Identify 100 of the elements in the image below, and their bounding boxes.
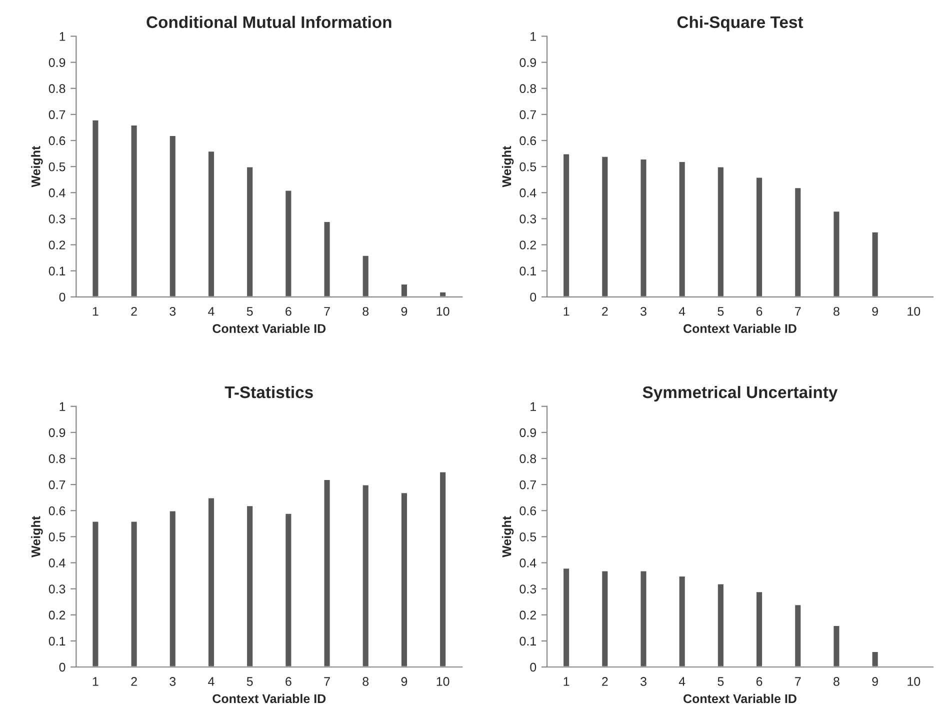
bar xyxy=(361,254,370,297)
x-tick-label: 7 xyxy=(795,307,801,316)
x-tick-label: 9 xyxy=(872,306,878,316)
y-tick-label: 0.4 xyxy=(520,188,536,198)
y-tick-label: 0.8 xyxy=(520,84,536,94)
y-tick-label: 0.5 xyxy=(48,532,66,542)
y-tick-label: 0.1 xyxy=(48,266,66,276)
x-axis-title: Context Variable ID xyxy=(212,694,326,704)
x-tick-label: 5 xyxy=(246,307,253,316)
y-tick-label: 0.3 xyxy=(520,584,536,594)
bar xyxy=(361,484,370,667)
bar xyxy=(755,176,764,297)
bar xyxy=(562,152,570,297)
y-tick-label: 0.9 xyxy=(48,428,66,438)
y-tick-label: 0.1 xyxy=(48,636,66,646)
x-tick-label: 6 xyxy=(756,677,762,686)
y-tick-label: 0 xyxy=(530,662,536,672)
bar xyxy=(207,150,216,297)
bar xyxy=(639,570,648,667)
y-tick-label: 0.4 xyxy=(48,558,66,568)
x-tick-label: 4 xyxy=(208,677,214,686)
y-tick-label: 0.8 xyxy=(520,454,536,464)
bar xyxy=(322,220,332,297)
y-axis-title: Weight xyxy=(502,516,514,558)
x-tick-label: 9 xyxy=(401,306,408,316)
y-tick-label: 0.8 xyxy=(48,454,66,464)
x-tick-label: 6 xyxy=(286,677,292,686)
y-tick-label: 0.2 xyxy=(48,240,66,250)
y-tick-label: 0 xyxy=(59,662,66,672)
bar xyxy=(562,567,570,667)
x-tick-label: 3 xyxy=(170,306,176,316)
bar xyxy=(755,590,764,667)
x-tick-label: 6 xyxy=(286,306,292,316)
bar xyxy=(870,231,880,297)
x-tick-label: 1 xyxy=(92,307,98,316)
y-tick-label: 0.3 xyxy=(48,584,66,594)
x-tick-label: 2 xyxy=(602,677,608,686)
x-tick-label: 8 xyxy=(834,306,840,316)
bar xyxy=(130,124,138,297)
y-axis-title: Weight xyxy=(31,146,43,188)
y-tick-label: 0 xyxy=(530,292,536,302)
chart-title: T-Statistics xyxy=(224,386,313,398)
bar xyxy=(322,478,332,667)
x-axis-title: Context Variable ID xyxy=(684,694,796,704)
x-tick-label: 10 xyxy=(436,677,450,686)
y-tick-label: 0.6 xyxy=(520,506,536,516)
bar xyxy=(168,134,177,297)
y-tick-label: 1 xyxy=(530,32,536,41)
chart-title: Chi-Square Test xyxy=(677,16,804,32)
x-tick-label: 7 xyxy=(324,307,330,316)
x-tick-label: 3 xyxy=(640,677,646,686)
x-tick-label: 2 xyxy=(131,677,137,686)
y-tick-label: 0.7 xyxy=(520,110,536,120)
bar xyxy=(168,510,177,667)
x-tick-label: 5 xyxy=(246,677,253,686)
y-tick-label: 0.3 xyxy=(520,214,536,224)
y-tick-label: 0.9 xyxy=(520,58,536,67)
x-tick-label: 7 xyxy=(795,677,801,686)
y-tick-label: 0 xyxy=(59,292,66,302)
y-tick-label: 0.1 xyxy=(520,266,536,276)
bar xyxy=(130,520,138,667)
y-tick-label: 1 xyxy=(60,402,66,411)
y-tick-label: 0.2 xyxy=(520,610,536,620)
y-tick-label: 0.5 xyxy=(520,532,536,542)
y-tick-label: 0.6 xyxy=(520,136,536,146)
x-tick-label: 3 xyxy=(640,306,646,316)
bar xyxy=(207,496,216,667)
bar xyxy=(870,650,880,667)
bar xyxy=(600,155,610,297)
y-tick-label: 0.5 xyxy=(48,162,66,172)
x-tick-label: 10 xyxy=(908,306,920,316)
y-tick-label: 0.4 xyxy=(520,558,536,568)
y-tick-label: 0.2 xyxy=(520,240,536,250)
bar xyxy=(794,604,802,667)
bar xyxy=(246,166,254,297)
x-tick-label: 8 xyxy=(362,677,369,686)
y-axis-title: Weight xyxy=(502,146,514,188)
x-tick-label: 3 xyxy=(170,677,176,686)
y-tick-label: 0.3 xyxy=(48,214,66,224)
y-tick-label: 1 xyxy=(530,402,536,411)
bar xyxy=(600,570,610,667)
bar xyxy=(400,283,408,297)
x-tick-label: 9 xyxy=(401,677,408,686)
bar xyxy=(716,582,725,667)
x-axis-title: Context Variable ID xyxy=(684,324,796,333)
x-tick-label: 10 xyxy=(908,677,920,686)
x-tick-label: 4 xyxy=(208,307,214,316)
bar xyxy=(678,575,686,667)
bar xyxy=(246,504,254,667)
bar xyxy=(639,158,648,297)
x-tick-label: 6 xyxy=(756,306,762,316)
x-tick-label: 2 xyxy=(131,306,137,316)
x-tick-label: 1 xyxy=(564,677,570,686)
bar xyxy=(832,624,841,667)
y-tick-label: 0.6 xyxy=(48,136,66,146)
x-axis-title: Context Variable ID xyxy=(212,324,326,333)
x-tick-label: 2 xyxy=(602,306,608,316)
x-tick-label: 9 xyxy=(872,677,878,686)
bar xyxy=(284,512,293,667)
y-tick-label: 0.1 xyxy=(520,636,536,646)
